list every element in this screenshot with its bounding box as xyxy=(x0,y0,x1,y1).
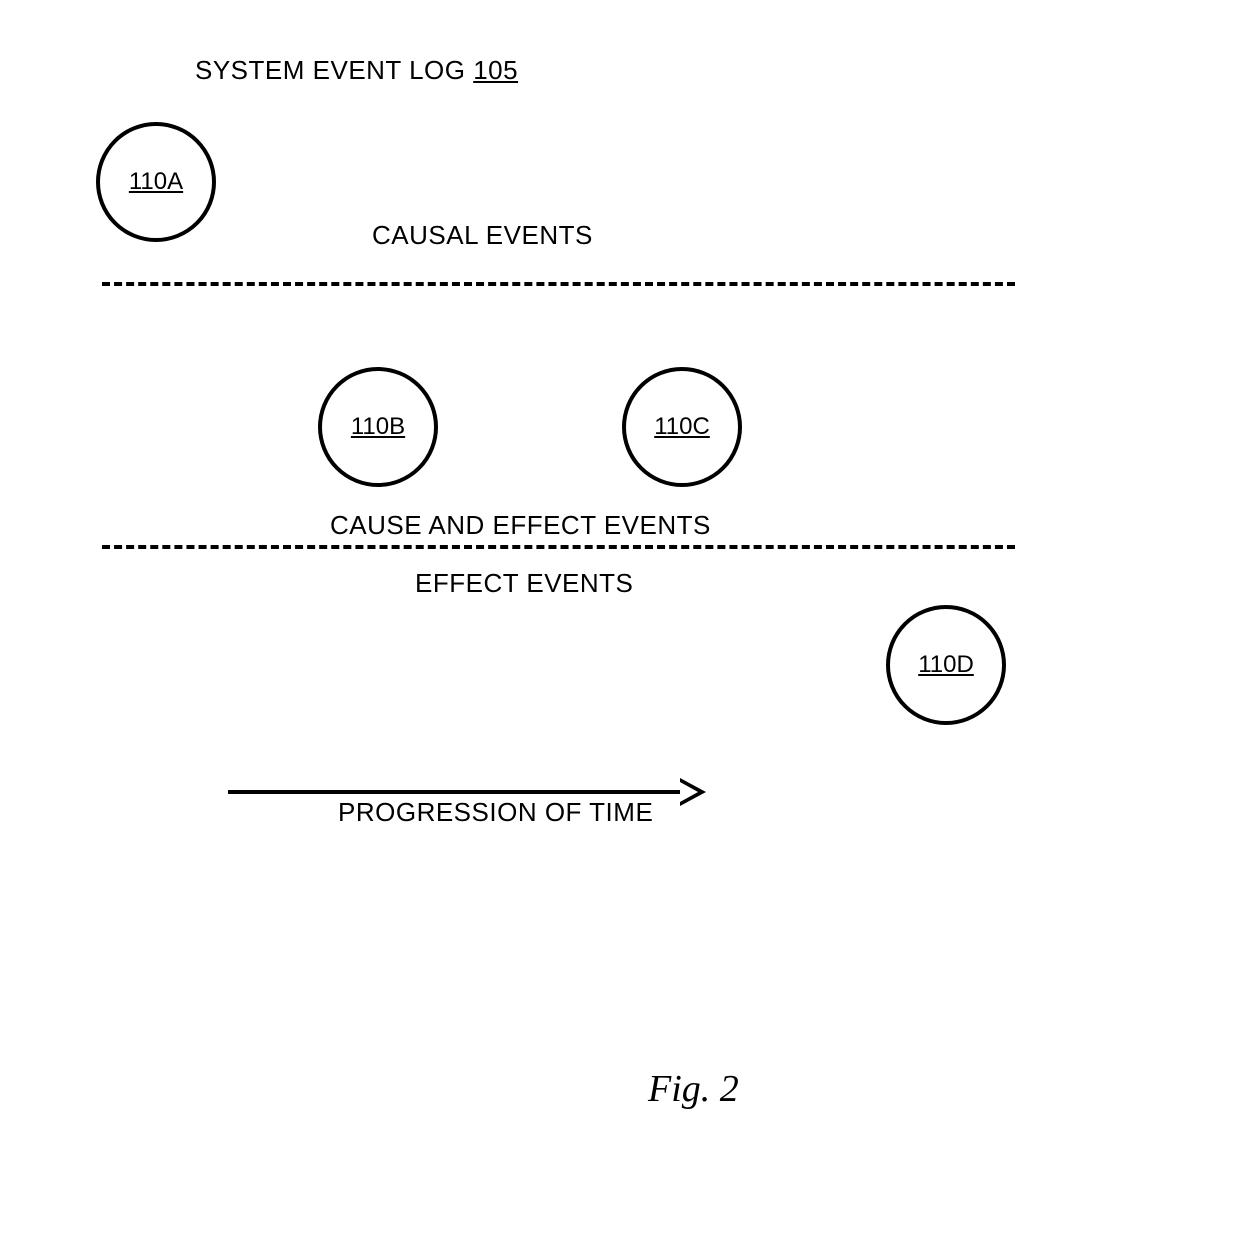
time-arrow-shaft xyxy=(228,790,680,794)
divider-bottom xyxy=(102,545,1015,549)
node-110a-label: 110A xyxy=(129,168,183,196)
node-110a: 110A xyxy=(96,122,216,242)
diagram-title: SYSTEM EVENT LOG 105 xyxy=(195,55,518,86)
node-110d-label: 110D xyxy=(918,651,974,679)
node-110b-label: 110B xyxy=(351,413,405,441)
cause-effect-events-label: CAUSE AND EFFECT EVENTS xyxy=(330,510,711,541)
divider-top xyxy=(102,282,1015,286)
progression-of-time-label: PROGRESSION OF TIME xyxy=(338,797,653,828)
title-ref: 105 xyxy=(473,55,518,85)
node-110b: 110B xyxy=(318,367,438,487)
node-110d: 110D xyxy=(886,605,1006,725)
title-prefix: SYSTEM EVENT LOG xyxy=(195,55,473,85)
node-110c-label: 110C xyxy=(654,413,710,441)
figure-label: Fig. 2 xyxy=(648,1067,739,1111)
node-110c: 110C xyxy=(622,367,742,487)
causal-events-label: CAUSAL EVENTS xyxy=(372,220,593,251)
system-event-log-diagram: SYSTEM EVENT LOG 105 110A CAUSAL EVENTS … xyxy=(0,0,1240,1252)
effect-events-label: EFFECT EVENTS xyxy=(415,568,633,599)
